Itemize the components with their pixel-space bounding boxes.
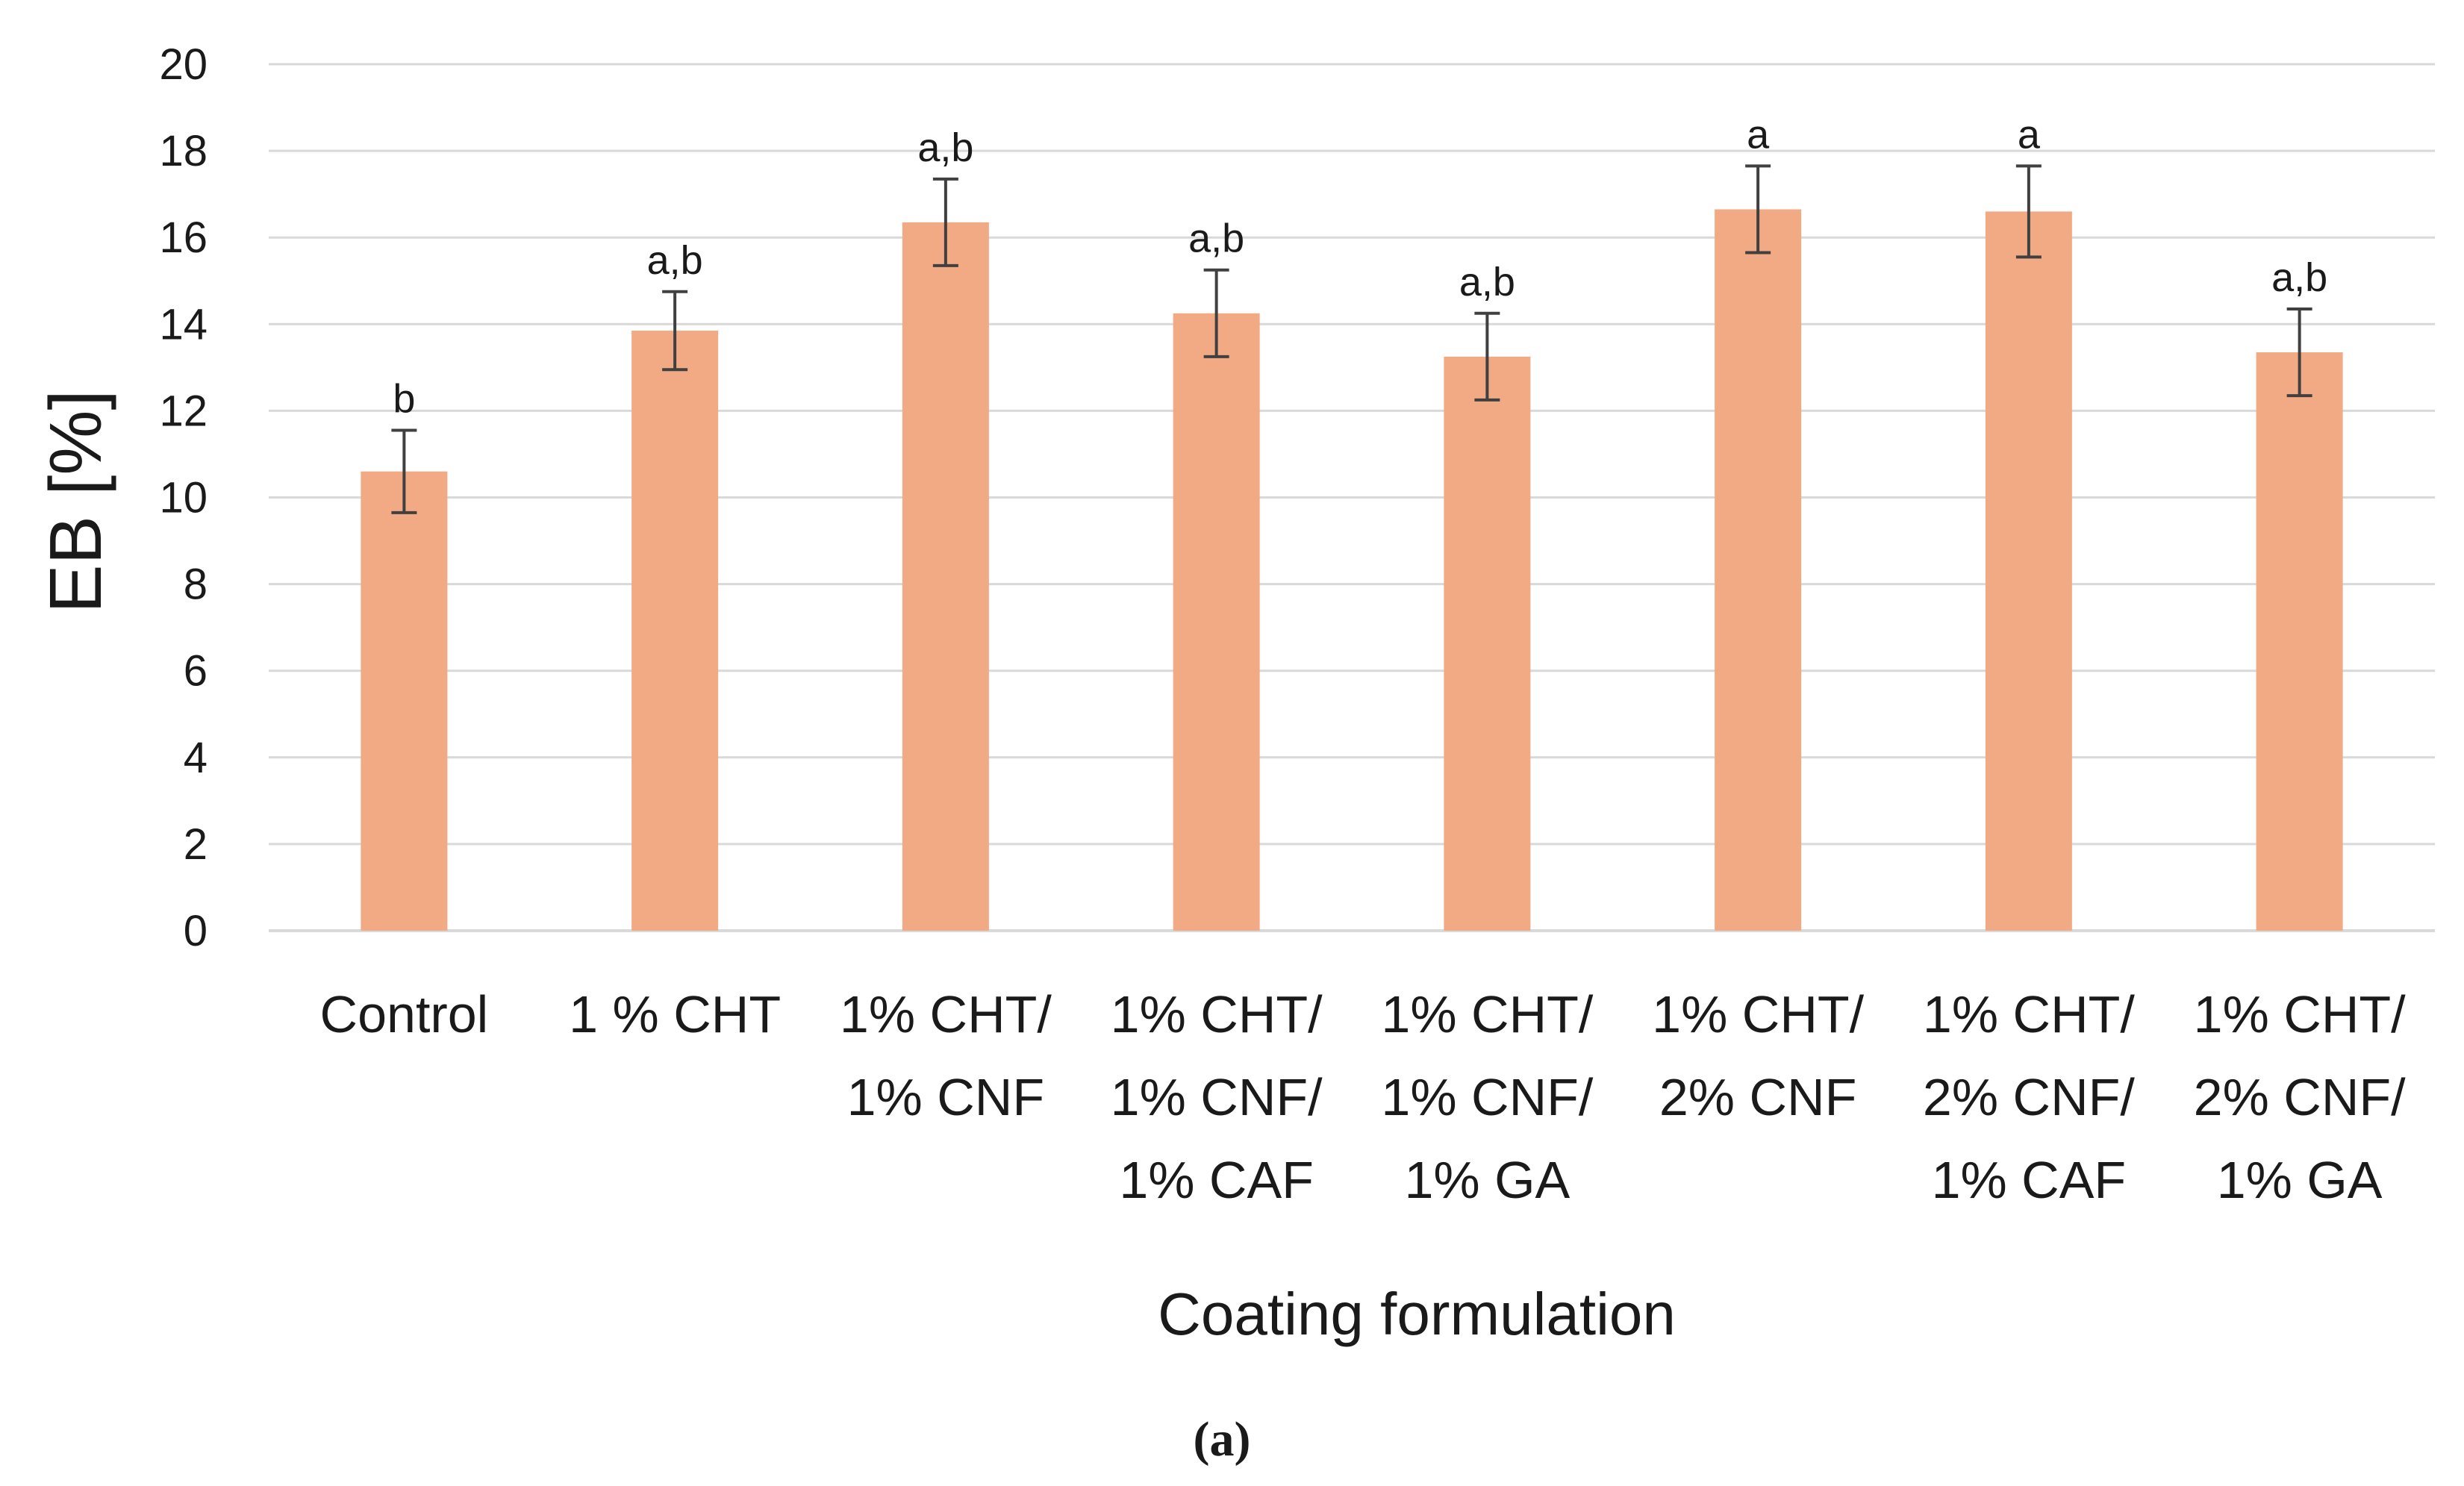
- error-bar: [391, 428, 417, 514]
- error-bar: [2015, 164, 2042, 259]
- y-tick-label: 4: [184, 734, 208, 782]
- y-tick-label: 18: [159, 127, 208, 175]
- bar: [2256, 352, 2343, 931]
- significance-label: b: [393, 377, 415, 422]
- error-bar: [932, 177, 958, 267]
- x-tick-label: 1% CHT/1% CNF/1% GA: [1381, 985, 1593, 1209]
- x-tick-label: 1 % CHT: [569, 985, 781, 1043]
- significance-labels: b a,b a,b a,b a,b a a a,b: [393, 112, 2327, 421]
- error-bar: [2286, 307, 2312, 398]
- y-tick-label: 2: [184, 820, 208, 869]
- y-tick-label: 12: [159, 387, 208, 435]
- x-tick-label: 1% CHT/1% CNF/1% CAF: [1111, 985, 1323, 1209]
- y-tick-label: 0: [184, 907, 208, 955]
- significance-label: a: [2018, 112, 2041, 157]
- significance-label: a,b: [1188, 216, 1244, 261]
- y-tick-label: 16: [159, 213, 208, 262]
- significance-label: a,b: [647, 238, 703, 283]
- significance-label: a,b: [2271, 255, 2327, 300]
- y-tick-label: 8: [184, 561, 208, 609]
- bars: [361, 209, 2343, 931]
- panel-label: (a): [1194, 1412, 1251, 1467]
- significance-label: a,b: [1459, 260, 1515, 305]
- bar: [1173, 313, 1260, 931]
- bar: [1444, 356, 1531, 931]
- significance-label: a,b: [917, 125, 973, 170]
- y-axis-label: EB [%]: [34, 390, 116, 614]
- x-tick-label: 1% CHT/2% CNF/1% GA: [2194, 985, 2406, 1209]
- gridlines: [269, 63, 2435, 932]
- error-bar: [1745, 164, 1771, 255]
- x-tick-label: 1% CHT/2% CNF/1% CAF: [1923, 985, 2135, 1209]
- error-bar: [1474, 311, 1500, 402]
- bar: [902, 222, 989, 931]
- y-tick-label: 6: [184, 647, 208, 696]
- error-bars: [391, 164, 2312, 514]
- x-tick-label: 1% CHT/1% CNF: [840, 985, 1052, 1126]
- bar: [631, 331, 719, 931]
- y-tick-label: 20: [159, 40, 208, 89]
- x-axis-label: Coating formulation: [1158, 1281, 1676, 1347]
- x-tick-label: Control: [320, 985, 489, 1043]
- y-tick-label: 14: [159, 300, 208, 349]
- error-bar: [662, 290, 688, 372]
- x-tick-label: 1% CHT/2% CNF: [1652, 985, 1864, 1126]
- y-tick-labels: 0 2 4 6 8 10 12 14 16 18 20: [159, 40, 208, 955]
- bar: [1985, 211, 2072, 931]
- x-tick-labels: Control 1 % CHT 1% CHT/1% CNF 1% CHT/1% CNF…: [320, 985, 2407, 1209]
- y-tick-label: 10: [159, 474, 208, 522]
- bar: [361, 471, 448, 931]
- error-bar: [1203, 268, 1229, 358]
- bar: [1715, 209, 1802, 931]
- significance-label: a: [1747, 112, 1770, 157]
